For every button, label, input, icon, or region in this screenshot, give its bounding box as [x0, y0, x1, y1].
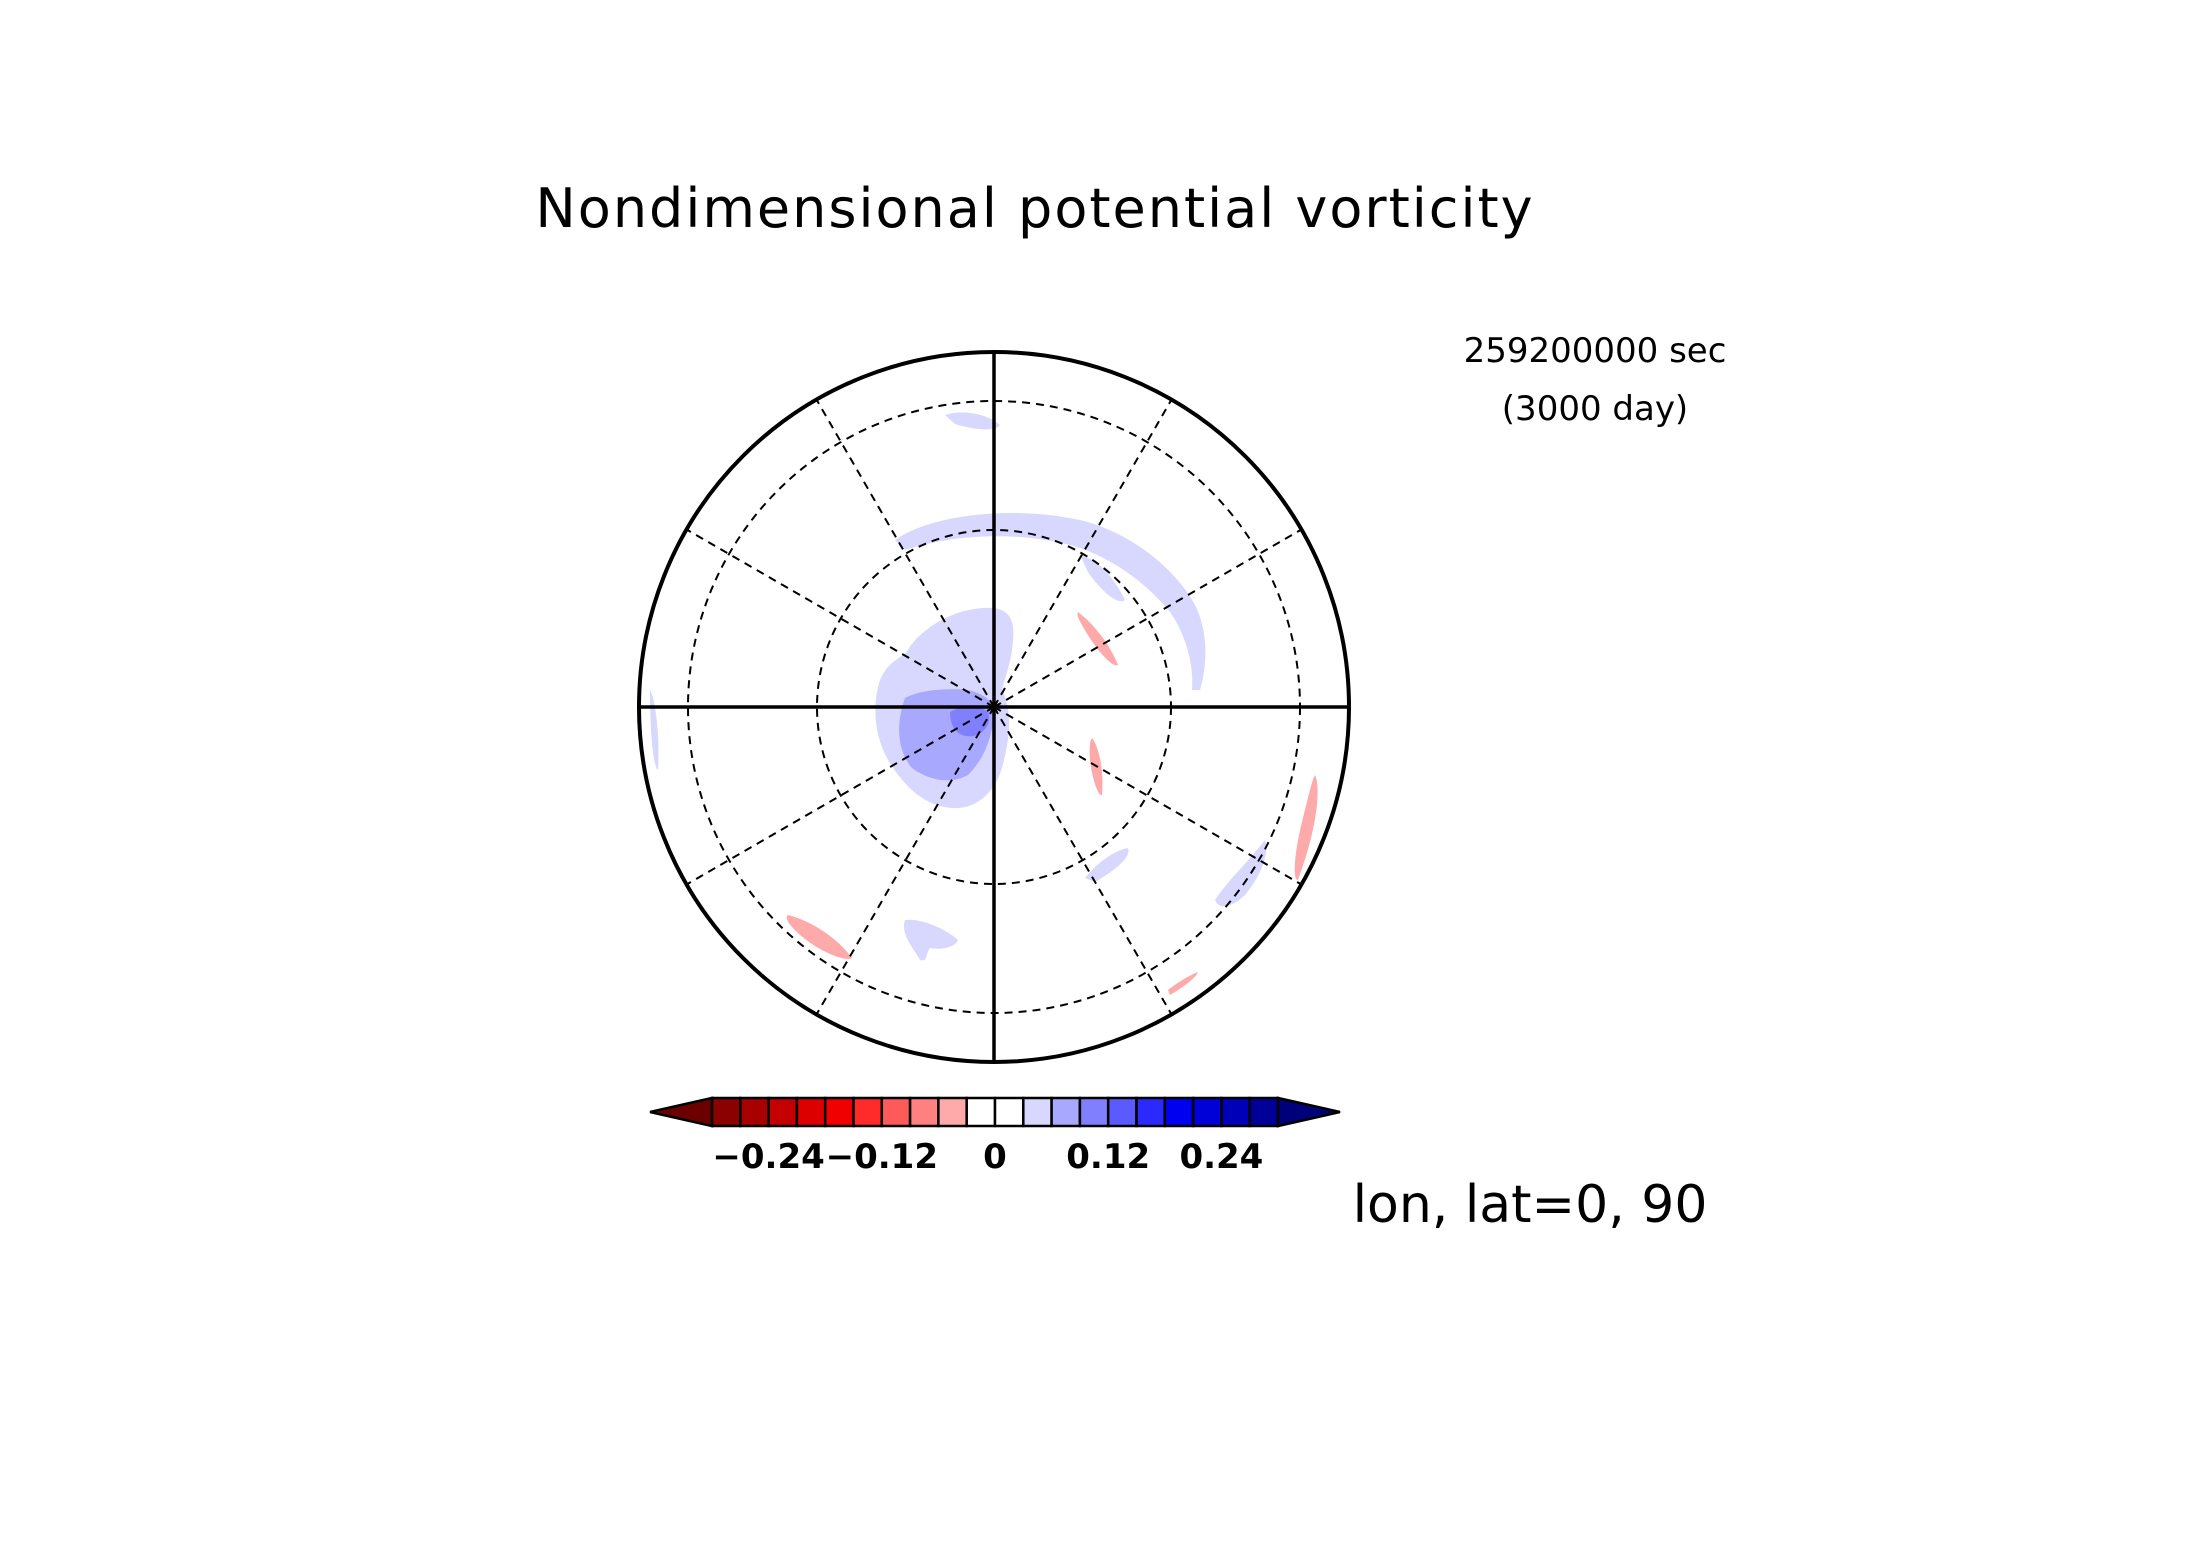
colorbar-box	[1022, 1096, 1053, 1128]
colorbar-box	[1106, 1096, 1138, 1128]
pv-red-streak-sw	[786, 915, 852, 959]
colorbar-box	[823, 1096, 855, 1128]
colorbar-tick-label: 0.24	[1179, 1137, 1263, 1177]
meridian-330	[815, 399, 995, 708]
meridian-60	[993, 528, 1302, 708]
colorbar-box	[710, 1096, 742, 1128]
colorbar-box	[1248, 1096, 1280, 1128]
colorbar-box	[1220, 1096, 1251, 1128]
colorbar-box	[937, 1096, 968, 1128]
center-label: lon, lat=0, 90	[1353, 1175, 1708, 1235]
meridian-30	[993, 399, 1173, 708]
pv-arc-north	[895, 512, 1206, 690]
meridians	[686, 399, 1302, 1015]
pv-red-streak-ne	[1077, 612, 1118, 666]
colorbar-box	[739, 1096, 770, 1128]
colorbar-box	[852, 1096, 884, 1128]
colorbar-box	[1163, 1096, 1195, 1128]
meridian-210	[815, 706, 995, 1015]
colorbar-tick-label: 0	[983, 1137, 1007, 1177]
pv-blob-west-edge	[650, 690, 659, 770]
meridian-300	[686, 528, 995, 708]
colorbar-box	[1050, 1096, 1082, 1128]
colorbar-box	[908, 1096, 940, 1128]
meridian-240	[686, 706, 995, 886]
pv-blob-nw	[1080, 555, 1125, 602]
colorbar-box	[795, 1096, 827, 1128]
pv-blob-north-small	[945, 412, 1000, 430]
colorbar-box	[1135, 1096, 1167, 1128]
pv-blob-south	[903, 919, 958, 961]
colorbar-box	[767, 1096, 799, 1128]
colorbar-box	[880, 1096, 912, 1128]
time-seconds-label: 259200000 sec	[1464, 331, 1727, 371]
polar-map	[637, 350, 1351, 1064]
pv-blob-se	[1085, 848, 1129, 882]
colorbar-box	[993, 1096, 1025, 1128]
map-boundary	[637, 350, 1351, 1064]
time-days-label: (3000 day)	[1502, 389, 1688, 429]
colorbar-box	[965, 1096, 997, 1128]
pv-red-streak-edge	[1294, 775, 1318, 880]
colorbar-tick-label: −0.12	[826, 1137, 938, 1177]
meridian-150	[993, 706, 1173, 1015]
colorbar-ticks: −0.24 −0.12 0 0.12 0.24	[712, 1137, 1263, 1177]
colorbar-box	[1191, 1096, 1223, 1128]
colorbar-box	[1078, 1096, 1110, 1128]
pv-red-streak-se-small	[1168, 972, 1198, 995]
colorbar-extend-low	[649, 1096, 714, 1128]
colorbar	[649, 1096, 1341, 1128]
chart-title: Nondimensional potential vorticity	[535, 177, 1534, 240]
meridian-120	[993, 706, 1302, 886]
colorbar-tick-label: −0.24	[712, 1137, 824, 1177]
colorbar-tick-label: 0.12	[1066, 1137, 1150, 1177]
colorbar-extend-high	[1276, 1096, 1341, 1128]
